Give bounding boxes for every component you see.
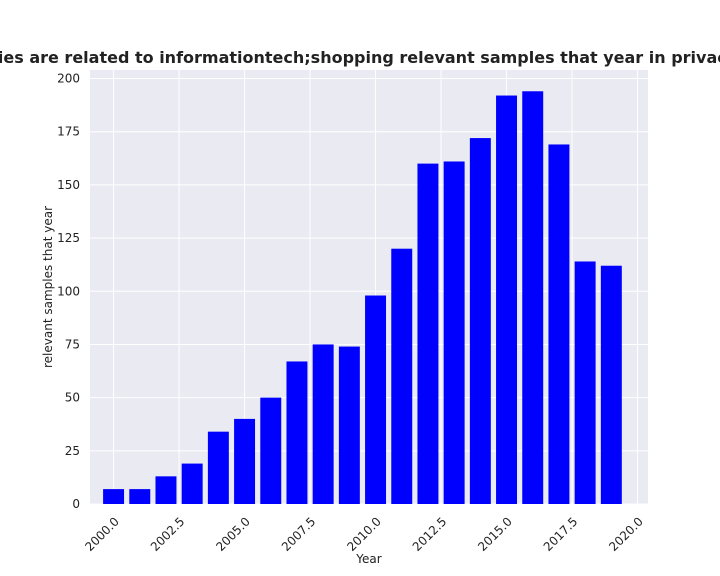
x-tick-label: 2012.5	[410, 514, 450, 554]
x-tick-label: 2015.0	[475, 514, 515, 554]
x-axis-label: Year	[355, 552, 381, 566]
bar	[469, 138, 491, 504]
bar	[496, 95, 518, 504]
bar	[600, 265, 622, 504]
x-tick-label: 2010.0	[344, 514, 384, 554]
y-tick-label: 75	[65, 337, 80, 351]
x-tick-label: 2020.0	[606, 514, 646, 554]
y-tick-labels: 0 25 50 75 100 125 150 175 200	[57, 72, 80, 511]
bar	[103, 489, 125, 504]
bars	[103, 91, 622, 505]
bar	[129, 489, 151, 504]
y-axis-label: relevant samples that year	[41, 206, 55, 368]
bar	[234, 418, 256, 504]
bar	[181, 463, 203, 504]
bar	[574, 261, 596, 504]
y-tick-label: 175	[57, 125, 80, 139]
chart-title: Categories are related to informationtec…	[0, 48, 720, 67]
bar	[155, 476, 177, 504]
y-tick-label: 50	[65, 391, 80, 405]
x-tick-labels: 2000.0 2002.5 2005.0 2007.5 2010.0 2012.5 2015…	[82, 514, 646, 554]
bar	[443, 161, 465, 504]
bar	[286, 361, 308, 504]
bar	[312, 344, 334, 504]
y-tick-label: 100	[57, 284, 80, 298]
x-tick-label: 2007.5	[279, 514, 319, 554]
bar	[338, 346, 360, 504]
bar	[207, 431, 229, 504]
y-tick-label: 0	[72, 497, 80, 511]
bar	[365, 295, 387, 504]
x-tick-label: 2000.0	[82, 514, 122, 554]
y-tick-label: 150	[57, 178, 80, 192]
bar	[260, 397, 282, 504]
y-tick-label: 25	[65, 444, 80, 458]
x-tick-label: 2017.5	[541, 514, 581, 554]
bar	[417, 163, 439, 504]
bar	[391, 248, 413, 504]
y-tick-label: 125	[57, 231, 80, 245]
x-tick-label: 2002.5	[148, 514, 188, 554]
bar	[522, 91, 544, 505]
bar	[548, 144, 570, 504]
y-tick-label: 200	[57, 72, 80, 86]
x-tick-label: 2005.0	[213, 514, 253, 554]
